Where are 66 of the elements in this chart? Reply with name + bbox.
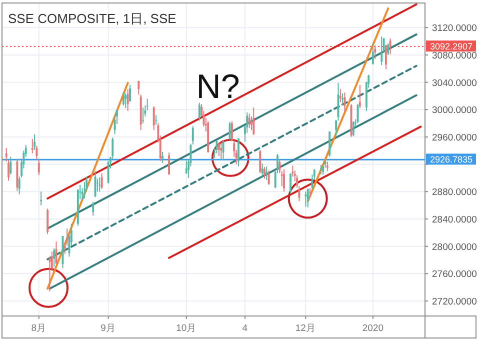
x-tick-label: 4 [242, 323, 248, 334]
candlestick [122, 91, 124, 106]
candlestick [38, 159, 40, 176]
candlestick [248, 113, 250, 129]
candlestick [389, 38, 392, 55]
candlestick [328, 130, 331, 158]
candlestick [220, 142, 222, 160]
candlestick [107, 161, 110, 184]
x-tick-label: 10月 [176, 323, 197, 334]
candlestick [387, 42, 390, 56]
candlestick [342, 92, 344, 106]
candlestick [384, 44, 387, 70]
candlestick [352, 120, 354, 137]
candlestick [268, 170, 270, 186]
candlestick [53, 248, 56, 268]
y-tick-label: 2960.0000 [432, 132, 477, 144]
x-tick-label: 12月 [295, 323, 316, 334]
candlestick [283, 168, 285, 192]
text: SSE COMPOSITE, 1日, SSE [8, 11, 177, 26]
candlestick [339, 88, 342, 103]
candlestick [358, 84, 361, 109]
candlestick [304, 191, 307, 208]
candlestick [237, 138, 240, 167]
candlestick [46, 208, 49, 234]
candlestick [100, 172, 103, 190]
x-tick-label: 2020 [362, 323, 384, 334]
candlestick [372, 42, 374, 66]
y-tick-label: 3040.0000 [432, 78, 477, 89]
candlestick [290, 172, 292, 194]
y-tick-label: 2840.0000 [432, 214, 477, 226]
candlestick [218, 142, 220, 157]
candlestick [96, 178, 98, 192]
y-tick-label: 2720.0000 [432, 296, 477, 308]
ref-line-label: 3092.2907 [430, 42, 473, 52]
y-tick-label: 3120.0000 [432, 23, 477, 34]
candlestick [31, 138, 34, 154]
y-tick-label: 3080.0000 [432, 50, 477, 62]
candlestick [380, 36, 383, 66]
x-tick-label: 8月 [31, 323, 47, 334]
ref-line-label: 2926.7835 [430, 154, 473, 165]
candlestick [152, 106, 155, 131]
candlestick [168, 152, 170, 176]
candlestick [126, 88, 129, 112]
candlestick [94, 170, 96, 198]
candlestick [138, 80, 140, 96]
candlestick [252, 107, 255, 136]
candlestick [162, 151, 164, 164]
x-tick-label: 9月 [100, 323, 116, 334]
annotation: N? [196, 68, 240, 106]
candlestick [264, 166, 266, 180]
y-tick-label: 2880.0000 [432, 187, 477, 198]
candlestick [198, 102, 200, 122]
candlestick [48, 256, 51, 292]
candlestick [326, 161, 328, 172]
candlestick [129, 84, 131, 102]
y-tick-label: 3000.0000 [432, 105, 477, 116]
y-tick-label: 2800.0000 [432, 242, 477, 253]
candlestick [36, 145, 38, 160]
candlestick [259, 149, 262, 174]
candlestick [185, 160, 188, 174]
y-tick-label: 2760.0000 [432, 269, 477, 280]
candlestick [92, 201, 94, 216]
candlestick [306, 188, 309, 208]
candlestick [261, 163, 264, 178]
candlestick [34, 134, 36, 150]
candlestick [10, 156, 12, 176]
